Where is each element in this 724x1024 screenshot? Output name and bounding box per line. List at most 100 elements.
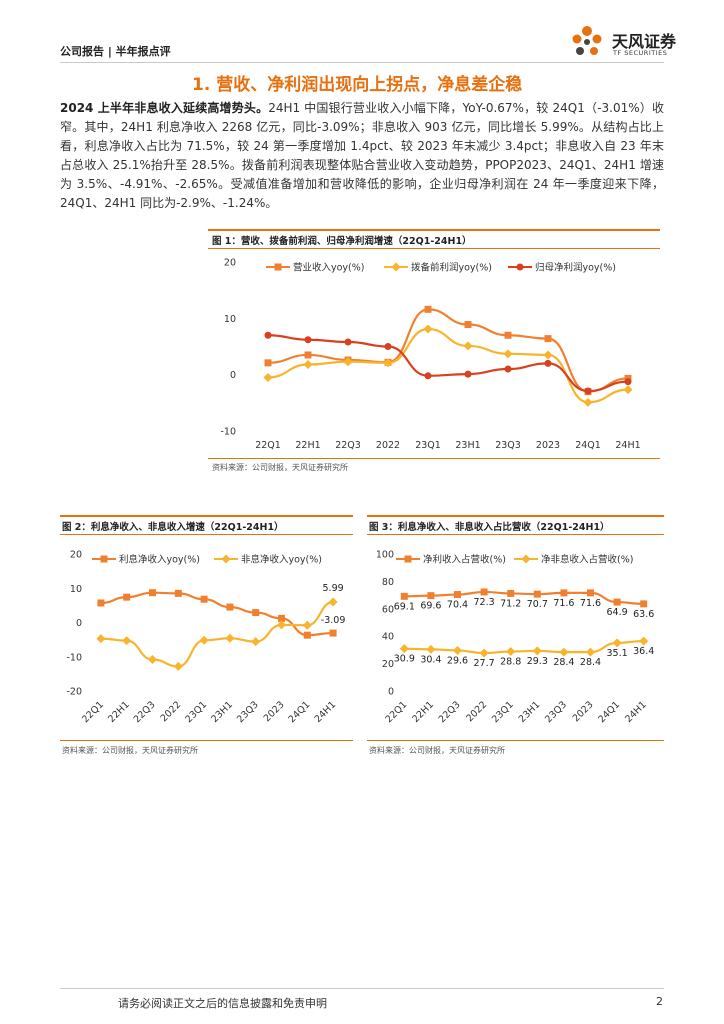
body-paragraph: 2024 上半年非息收入延续高增势头。24H1 中国银行营业收入小幅下降，YoY… [60, 99, 664, 213]
data-point [264, 359, 272, 367]
fig2-bottom-rule [60, 740, 353, 741]
data-point [200, 595, 208, 603]
data-point [584, 387, 592, 395]
series-line [100, 591, 334, 637]
y-tick-label: 0 [230, 370, 236, 381]
series-line [100, 600, 334, 668]
x-tick-label: 22Q3 [437, 699, 463, 725]
data-point [383, 358, 393, 368]
x-tick-label: 23Q1 [183, 699, 209, 725]
company-logo [565, 22, 675, 62]
x-tick-label: 22Q1 [80, 699, 106, 725]
data-point [277, 620, 286, 630]
data-point [303, 360, 313, 370]
data-point [304, 336, 312, 344]
legend-marker [521, 554, 531, 564]
legend-item: 净利收入占营收(%) [396, 554, 506, 566]
data-point [304, 351, 312, 359]
x-tick-label: 24Q1 [596, 699, 622, 725]
data-point [507, 589, 515, 597]
data-point [226, 603, 234, 611]
data-label: 69.1 [394, 601, 415, 612]
data-point [123, 593, 131, 601]
legend-marker [516, 263, 524, 271]
y-tick-label: -20 [66, 687, 82, 698]
data-point [303, 631, 311, 639]
x-tick-label: 2022 [464, 699, 489, 724]
data-point [454, 591, 461, 599]
series-line [404, 590, 644, 605]
data-label: 70.4 [447, 600, 468, 611]
series-2 [263, 324, 633, 407]
x-tick-label: 24Q1 [575, 440, 601, 451]
series-line [267, 327, 629, 404]
data-point [544, 335, 552, 343]
fig2-source: 资料来源：公司财报，天风证券研究所 [62, 746, 198, 755]
legend-item: 归母净利润yoy(%) [508, 262, 616, 274]
series-3 [264, 331, 632, 395]
data-point [640, 600, 648, 608]
data-point [263, 372, 273, 382]
data-point [343, 357, 353, 367]
legend-label: 营业收入yoy(%) [293, 262, 365, 274]
data-point [329, 629, 337, 637]
data-label: 30.9 [394, 654, 415, 665]
x-tick-label: 23Q1 [490, 699, 516, 725]
data-label: -3.09 [321, 615, 346, 626]
y-tick-label: 60 [382, 604, 394, 615]
y-tick-label: 40 [382, 632, 394, 643]
series-1: -3.09 [97, 589, 346, 639]
x-tick-label: 24H1 [313, 699, 339, 725]
data-point [302, 620, 312, 630]
data-point [612, 638, 622, 648]
y-tick-label: 10 [70, 584, 82, 595]
data-point [174, 589, 182, 597]
x-tick-label: 2023 [571, 699, 596, 724]
legend-item: 非息净收入yoy(%) [214, 554, 322, 566]
data-point [149, 589, 156, 597]
data-point [97, 599, 105, 607]
y-tick-label: 20 [70, 550, 82, 561]
data-point [173, 661, 183, 671]
legend-label: 归母净利润yoy(%) [535, 262, 616, 274]
data-label: 28.4 [580, 657, 601, 668]
data-point [251, 637, 261, 647]
header-divider [60, 62, 664, 63]
x-tick-label: 22H1 [106, 699, 132, 725]
legend-item: 利息净收入yoy(%) [92, 554, 200, 566]
legend-label: 拨备前利润yoy(%) [411, 262, 492, 274]
data-point [560, 589, 568, 597]
fig1-title-rule [208, 248, 660, 249]
y-tick-label: 0 [388, 687, 394, 698]
data-label: 29.3 [527, 656, 548, 667]
y-tick-label: 20 [382, 659, 394, 670]
data-label: 71.6 [553, 598, 574, 609]
data-point [480, 588, 488, 596]
data-label: 69.6 [420, 601, 441, 612]
legend-marker [221, 554, 231, 564]
data-point [624, 378, 632, 386]
data-point [252, 609, 260, 617]
footer-disclaimer: 请务必阅读正文之后的信息披露和免责申明 [118, 997, 327, 1010]
fig1-source: 资料来源：公司财报，天风证券研究所 [212, 463, 348, 472]
data-label: 29.6 [447, 655, 468, 666]
x-tick-label: 23Q1 [415, 440, 441, 451]
data-point [399, 644, 409, 654]
data-label: 27.7 [474, 658, 495, 669]
x-tick-label: 2022 [159, 699, 184, 724]
logo-chinese-name: 天风证券 [612, 32, 677, 51]
x-tick-label: 23H1 [455, 440, 480, 451]
x-tick-label: 22H1 [295, 440, 320, 451]
data-point [400, 592, 408, 600]
report-type-label: 公司报告 | 半年报点评 [60, 45, 171, 58]
legend-item: 拨备前利润yoy(%) [384, 262, 492, 274]
legend-label: 净非息收入占营收(%) [541, 554, 633, 566]
data-point [532, 646, 542, 656]
fig1-bottom-rule [208, 458, 660, 459]
data-point [225, 633, 235, 643]
data-label: 30.4 [420, 654, 441, 665]
fig1-top-rule [208, 229, 660, 231]
x-tick-label: 23Q3 [495, 440, 521, 451]
y-tick-label: -10 [220, 427, 236, 438]
